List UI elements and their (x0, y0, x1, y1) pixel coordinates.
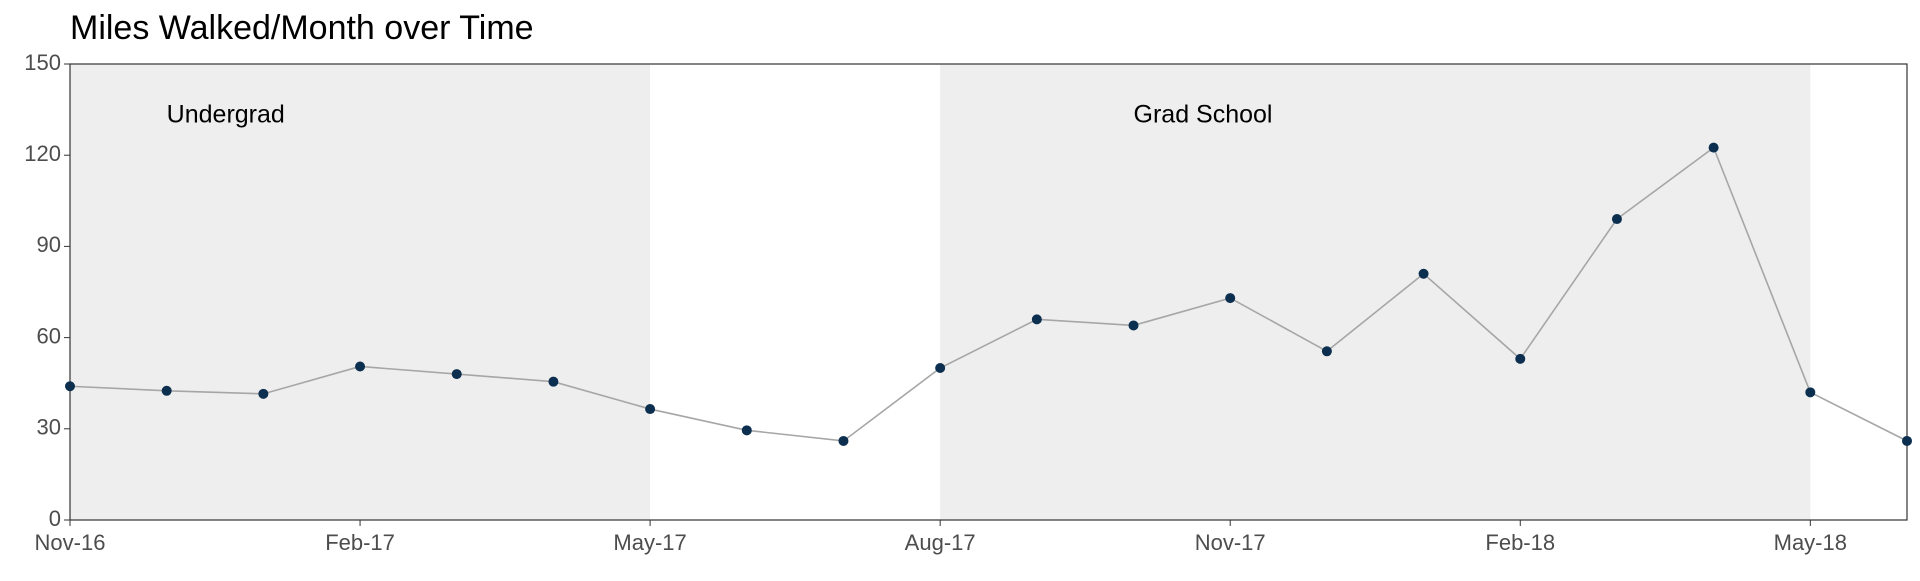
period-band (70, 64, 651, 520)
y-tick-label: 150 (24, 50, 61, 75)
chart-title: Miles Walked/Month over Time (70, 9, 534, 47)
data-point (1031, 314, 1042, 325)
data-point (935, 363, 946, 373)
y-tick-label: 60 (37, 323, 61, 348)
y-tick-label: 0 (49, 506, 61, 531)
x-tick-label: Aug-17 (905, 530, 976, 555)
data-point (1902, 435, 1912, 446)
x-tick-label: Nov-16 (35, 530, 106, 555)
data-point (161, 385, 172, 396)
data-point (451, 369, 462, 380)
y-tick-label: 90 (37, 232, 61, 257)
data-point (258, 388, 269, 399)
data-point (1708, 142, 1719, 153)
y-tick-label: 30 (37, 415, 61, 440)
data-point (741, 425, 752, 436)
data-point (1805, 387, 1816, 398)
period-label: Grad School (1134, 100, 1273, 128)
x-tick-label: Feb-17 (325, 530, 395, 555)
period-band (940, 64, 1811, 520)
data-point (355, 361, 366, 372)
data-point (65, 381, 75, 392)
period-label: Undergrad (167, 100, 285, 128)
x-tick-label: Nov-17 (1195, 530, 1266, 555)
series-line (69, 146, 1908, 442)
data-point (1515, 353, 1526, 364)
data-point (1418, 268, 1429, 279)
data-point (1128, 320, 1139, 331)
x-tick-label: Feb-18 (1485, 530, 1555, 555)
x-tick-label: May-17 (613, 530, 686, 555)
data-point (548, 376, 559, 387)
data-point (838, 435, 849, 446)
data-point (645, 404, 656, 415)
data-point (1611, 214, 1622, 225)
y-tick-label: 120 (24, 141, 61, 166)
data-point (1225, 293, 1236, 304)
plot-frame (69, 63, 1908, 521)
data-point (1321, 346, 1332, 357)
x-tick-label: May-18 (1774, 530, 1847, 555)
